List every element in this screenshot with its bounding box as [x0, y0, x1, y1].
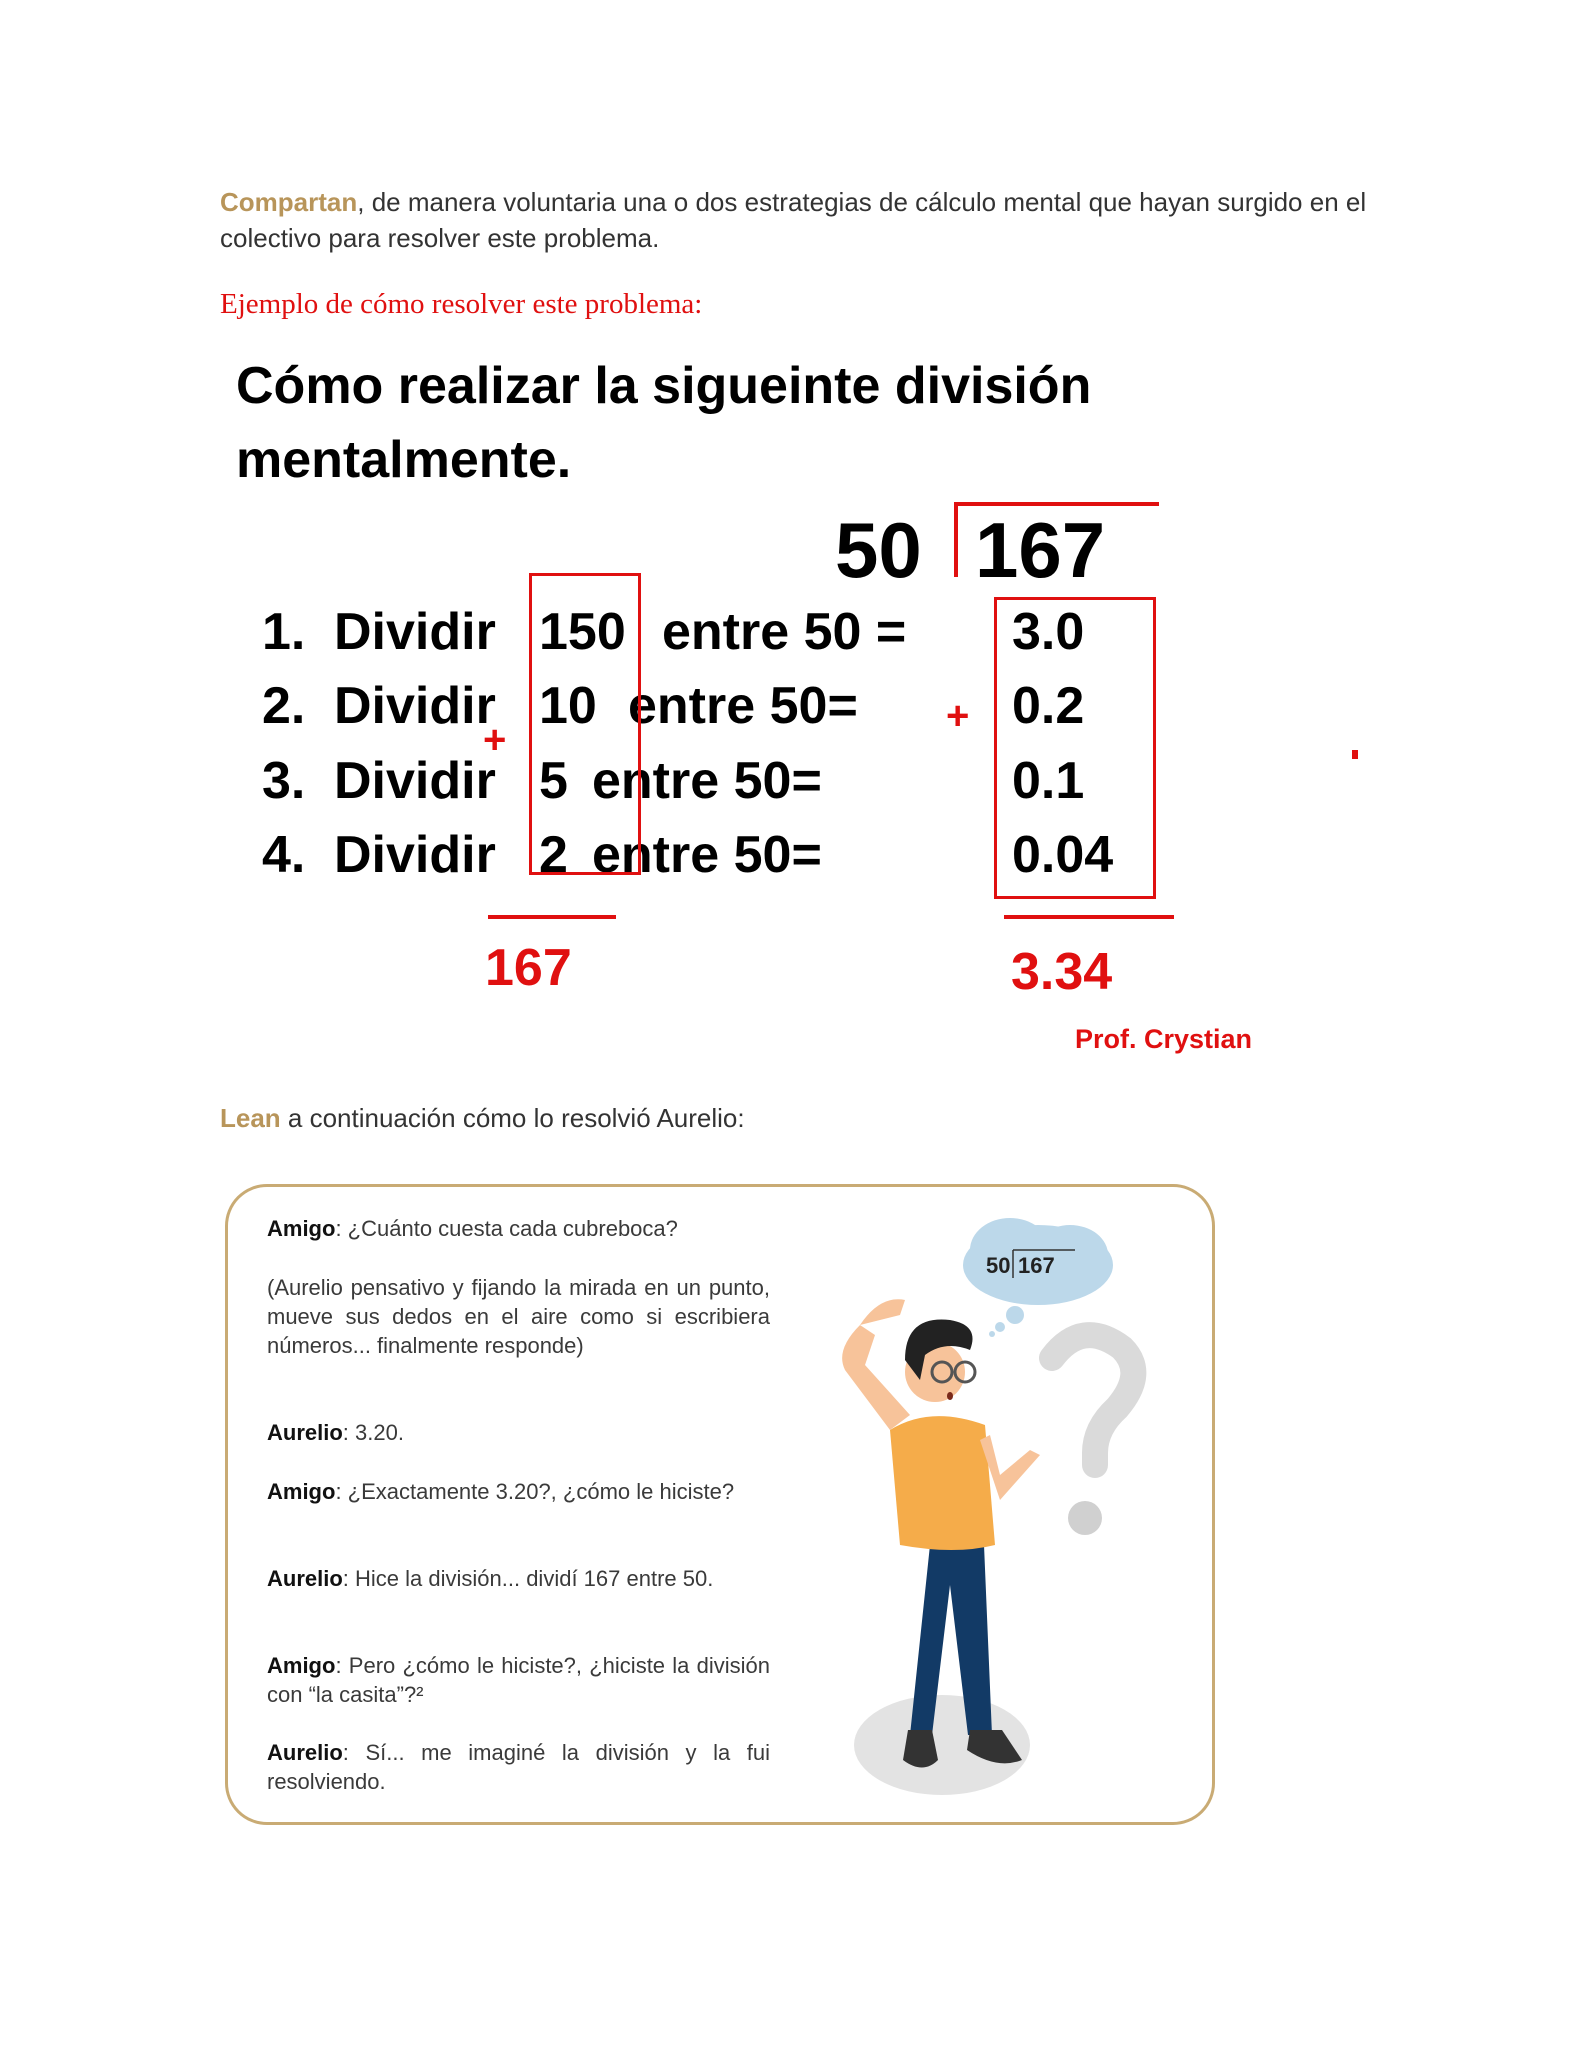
- division-bracket-horizontal: [954, 502, 1159, 506]
- dialogue-line: Amigo: ¿Exactamente 3.20?, ¿cómo le hici…: [267, 1477, 770, 1506]
- plus-sign-left: +: [483, 718, 507, 762]
- intro-text: , de manera voluntaria una o dos estrate…: [220, 187, 1367, 253]
- dialogue-text: : ¿Exactamente 3.20?, ¿cómo le hiciste?: [335, 1479, 735, 1504]
- dialogue-text: : ¿Cuánto cuesta cada cubreboca?: [335, 1216, 678, 1241]
- dialogue-line: Amigo: Pero ¿cómo le hiciste?, ¿hiciste …: [267, 1651, 770, 1709]
- dialogue-line: Aurelio: Hice la división... dividí 167 …: [267, 1564, 770, 1593]
- step-number: 3.: [262, 752, 306, 810]
- speaker: Aurelio: [267, 1566, 343, 1591]
- step-value: 150: [539, 603, 626, 661]
- values-highlight-box: [529, 573, 641, 875]
- step-verb: Dividir: [334, 752, 496, 810]
- thinking-boy-illustration: 50 167: [842, 1218, 1147, 1795]
- dialogue-line: Aurelio: 3.20.: [267, 1418, 770, 1447]
- dialogue-text: : 3.20.: [342, 1420, 404, 1445]
- bubble-dividend: 167: [1018, 1253, 1055, 1278]
- step-verb: Dividir: [334, 603, 496, 661]
- step-result: 0.1: [1012, 752, 1085, 810]
- results-highlight-box: [994, 597, 1156, 899]
- speaker: Aurelio: [267, 1420, 343, 1445]
- step-result: 0.04: [1012, 826, 1114, 884]
- speaker: Aurelio: [267, 1740, 343, 1765]
- speaker: Amigo: [267, 1653, 336, 1678]
- lean-lead: Lean: [220, 1103, 281, 1133]
- dialogue-text: : Pero ¿cómo le hiciste?, ¿hiciste la di…: [267, 1653, 770, 1707]
- dialogue-text: (Aurelio pensativo y fijando la mirada e…: [267, 1275, 770, 1358]
- red-dot-mark: [1352, 750, 1358, 759]
- example-label: Ejemplo de cómo resolver este problema:: [220, 288, 703, 320]
- lean-paragraph: Lean a continuación cómo lo resolvió Aur…: [220, 1103, 745, 1134]
- lean-text: a continuación cómo lo resolvió Aurelio:: [280, 1103, 745, 1133]
- intro-paragraph: Compartan, de manera voluntaria una o do…: [220, 184, 1370, 256]
- divisor: 50: [835, 506, 922, 594]
- step-number: 2.: [262, 677, 306, 735]
- author-credit: Prof. Crystian: [1075, 1024, 1253, 1054]
- question-mark-icon: [1039, 1322, 1147, 1535]
- sum-line-left: [488, 915, 616, 919]
- division-bracket-vertical: [954, 503, 958, 577]
- sum-line-right: [1004, 915, 1174, 919]
- step-value: 10: [539, 677, 597, 735]
- speaker: Amigo: [267, 1479, 336, 1504]
- thought-cloud: [963, 1218, 1113, 1337]
- step-result: 0.2: [1012, 677, 1085, 735]
- step-verb: Dividir: [334, 677, 496, 735]
- bubble-divisor: 50: [986, 1253, 1010, 1278]
- step-number: 4.: [262, 826, 306, 884]
- dividend: 167: [975, 506, 1106, 594]
- speaker: Amigo: [267, 1216, 336, 1241]
- step-rest: entre 50=: [628, 677, 858, 735]
- example-title-line2: mentalmente.: [236, 431, 572, 489]
- sum-left: 167: [485, 939, 572, 997]
- plus-sign-right: +: [946, 694, 970, 738]
- step-result: 3.0: [1012, 603, 1085, 661]
- dialogue-text: : Hice la división... dividí 167 entre 5…: [342, 1566, 714, 1591]
- dialogue-line: Amigo: ¿Cuánto cuesta cada cubreboca?: [267, 1214, 770, 1243]
- boy-figure: [842, 1299, 1040, 1768]
- example-title-line1: Cómo realizar la sigueinte división: [236, 357, 1092, 415]
- dialogue-line: Aurelio: Sí... me imaginé la división y …: [267, 1738, 770, 1796]
- step-verb: Dividir: [334, 826, 496, 884]
- step-number: 1.: [262, 603, 306, 661]
- dialogue-card: [225, 1184, 1215, 1825]
- step-rest: entre 50=: [592, 752, 822, 810]
- dialogue-line: (Aurelio pensativo y fijando la mirada e…: [267, 1273, 770, 1360]
- step-value: 5: [539, 752, 568, 810]
- intro-lead: Compartan: [220, 187, 358, 217]
- sum-right: 3.34: [1011, 943, 1113, 1001]
- step-rest: entre 50 =: [662, 603, 907, 661]
- dialogue-text: : Sí... me imaginé la división y la fui …: [267, 1740, 770, 1794]
